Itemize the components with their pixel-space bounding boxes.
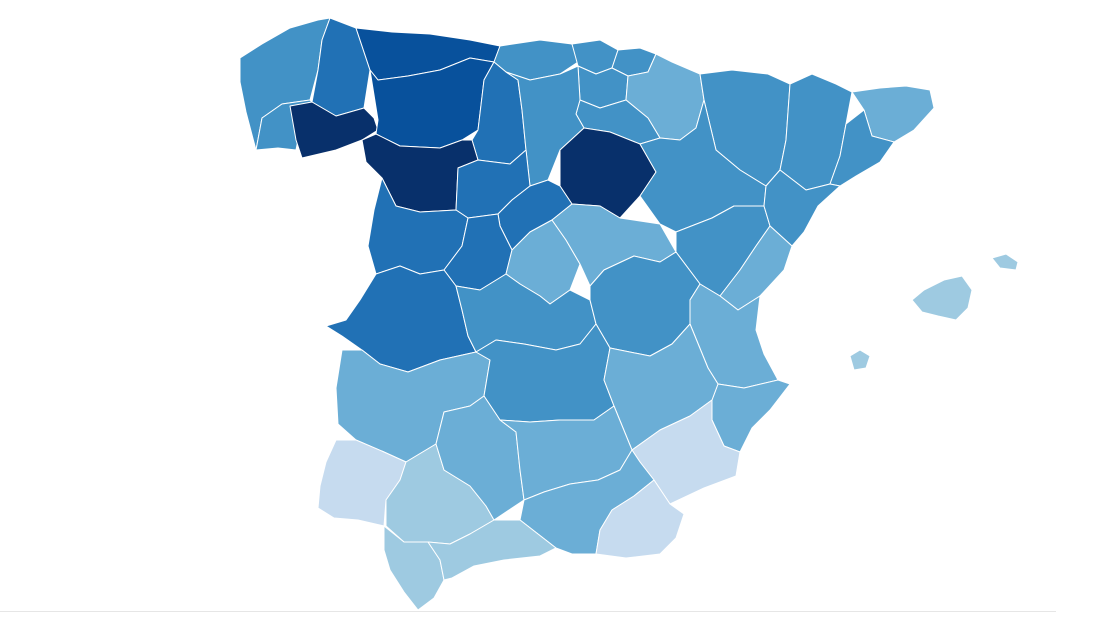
- region-a-coruna[interactable]: [239, 17, 331, 151]
- region-cadiz[interactable]: [383, 525, 445, 611]
- region-malaga[interactable]: [427, 519, 557, 581]
- region-ibiza[interactable]: [849, 349, 871, 371]
- region-mallorca[interactable]: [911, 275, 973, 321]
- region-tarragona[interactable]: [763, 169, 841, 247]
- region-barcelona[interactable]: [829, 109, 895, 187]
- region-almeria[interactable]: [595, 479, 685, 559]
- region-alicante[interactable]: [711, 379, 791, 453]
- region-menorca[interactable]: [991, 253, 1019, 271]
- bottom-divider: [0, 611, 1056, 612]
